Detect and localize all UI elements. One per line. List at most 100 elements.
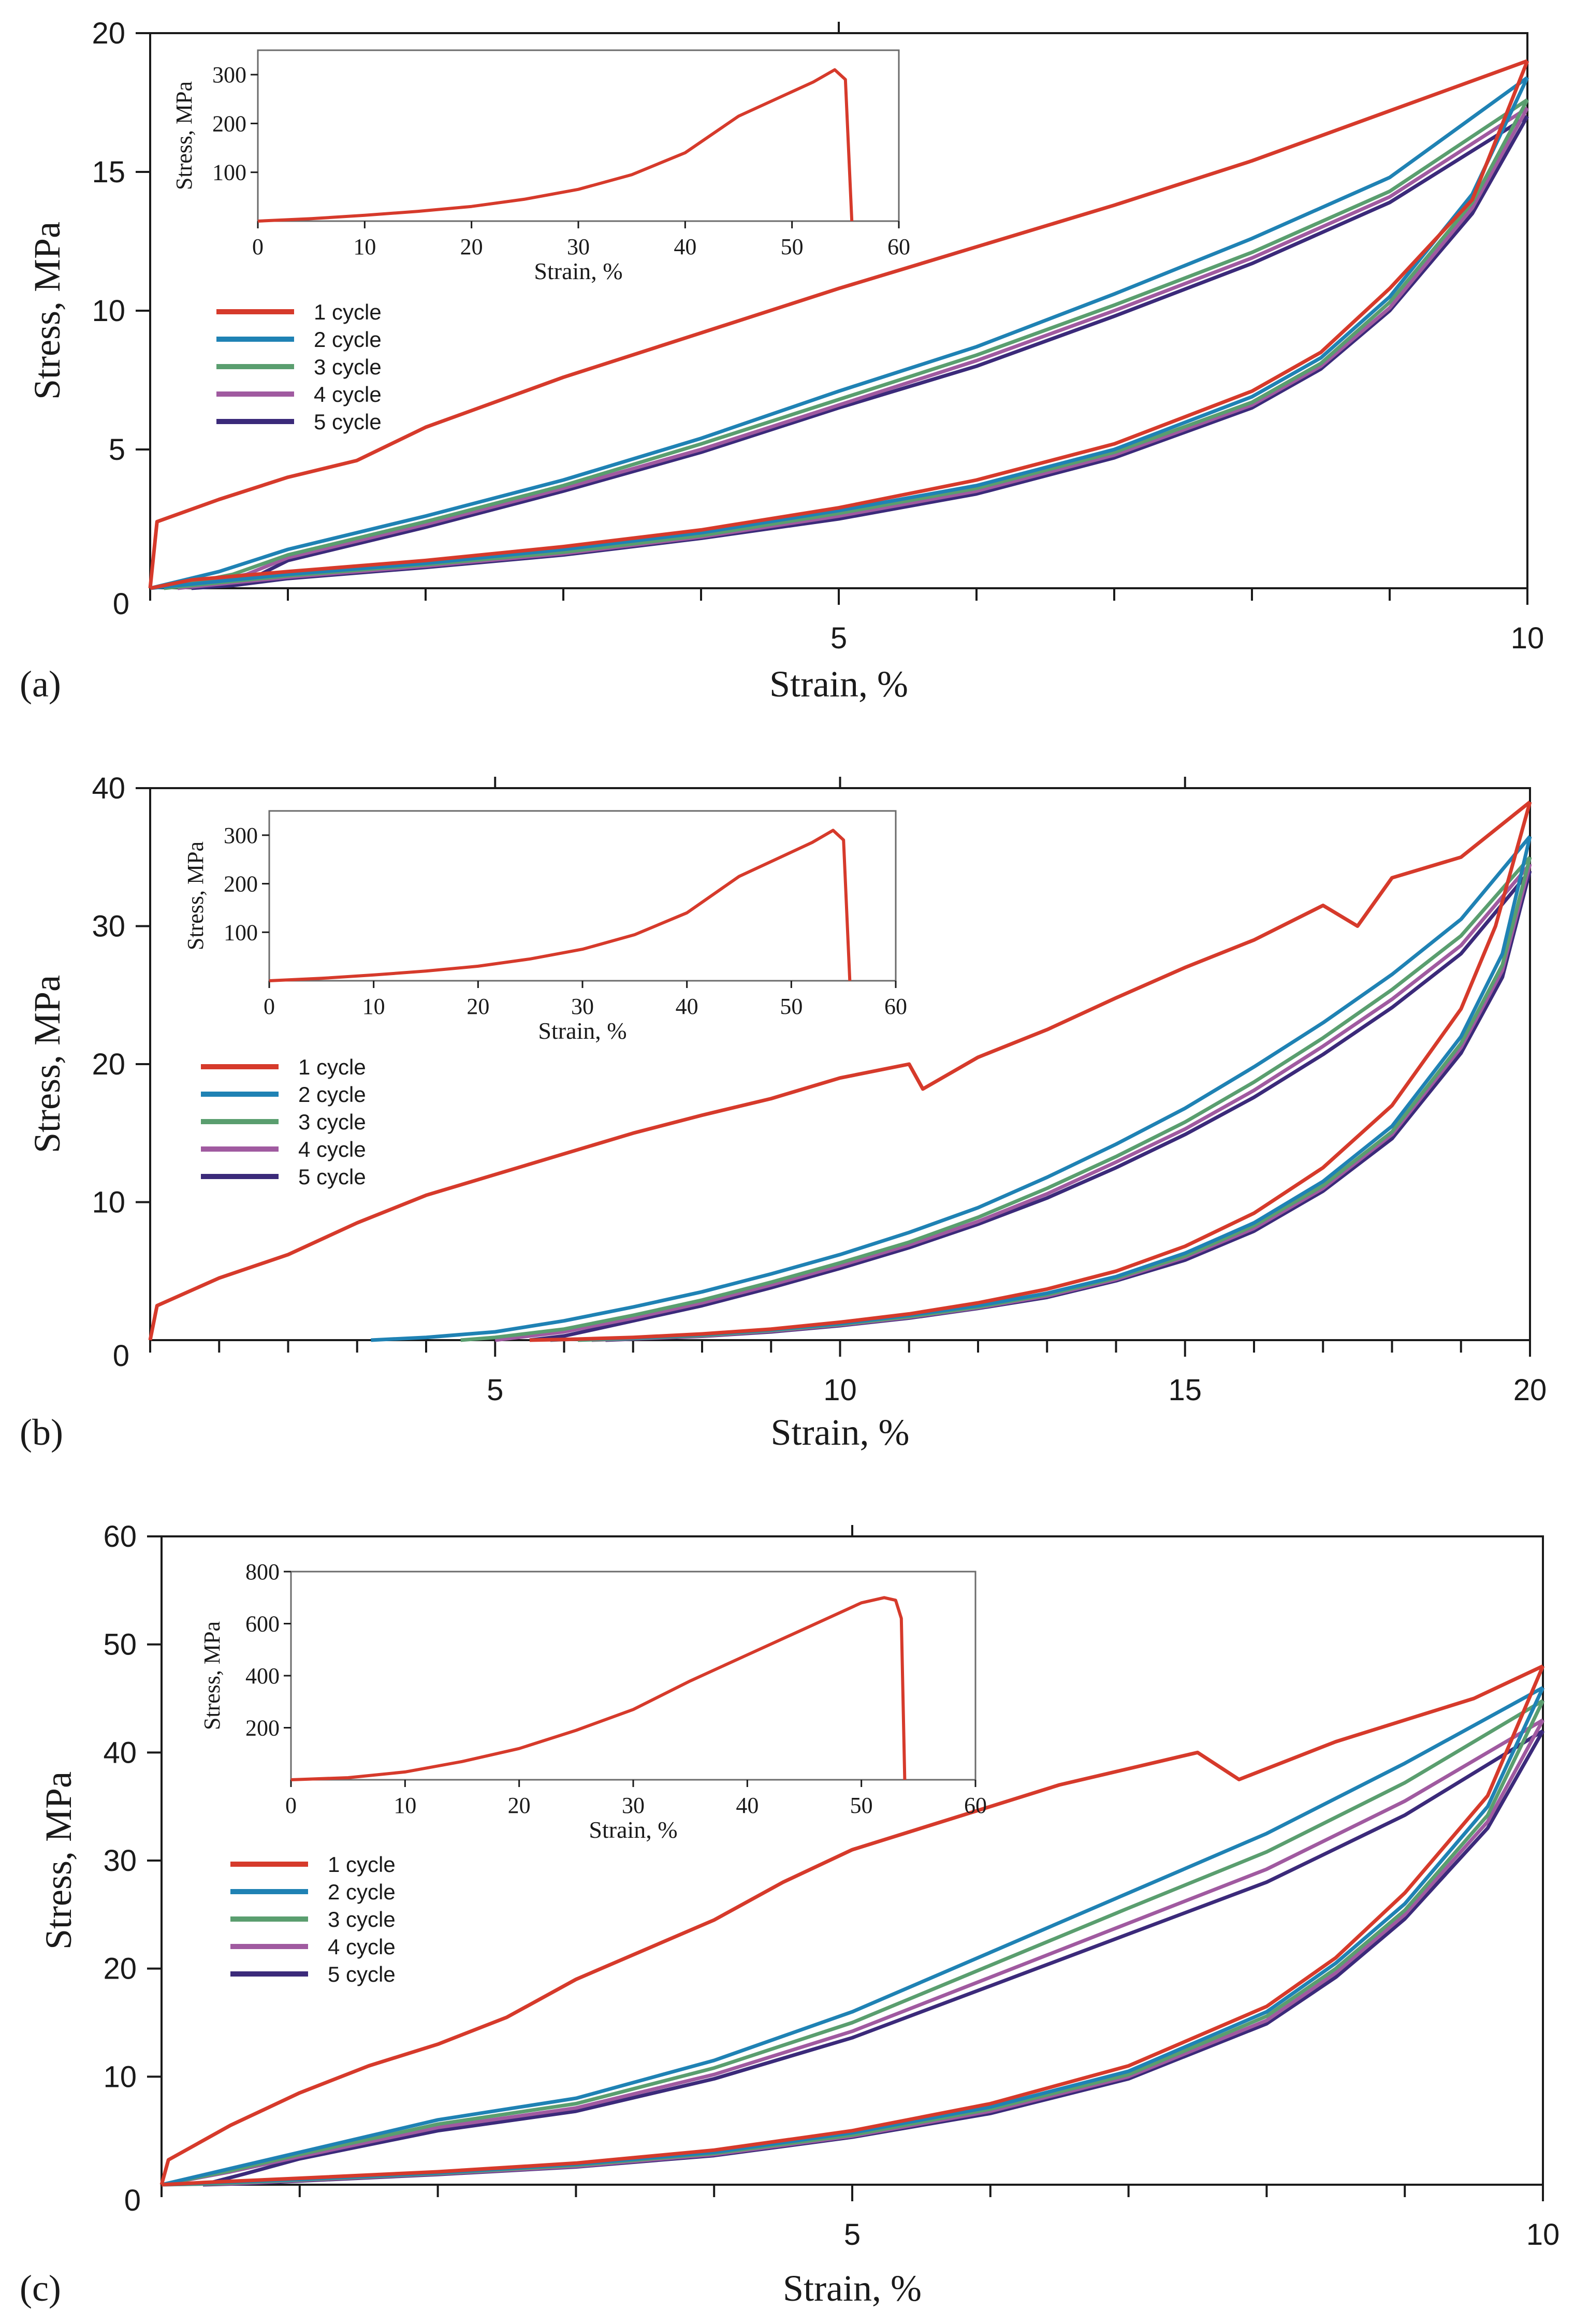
series-line-loading [494,863,1532,1342]
inset-x-tick-label: 0 [252,234,264,259]
x-tick-label: 10 [1511,621,1544,655]
series-line-loading [177,106,1528,590]
legend: 1 cycle 2 cycle 3 cycle 4 cycle 5 cycle [230,1852,396,1986]
x-tick-label: 5 [830,621,847,655]
y-tick-label: 40 [103,1736,137,1769]
y-tick-label: 5 [109,433,125,467]
legend-label: 3 cycle [314,355,382,379]
inset-x-tick-label: 40 [736,1793,759,1818]
inset-y-tick-label: 100 [224,920,258,945]
legend-label: 1 cycle [298,1055,366,1079]
inset-y-tick-label: 200 [212,111,246,136]
inset-y-tick-label: 300 [212,62,246,88]
legend: 1 cycle 2 cycle 3 cycle 4 cycle 5 cycle [216,300,382,434]
inset-chart: 0 10 20 30 40 50 60 100 200 300 Strain, % Stress, M… [183,810,907,1044]
inset-x-tick-label: 30 [571,994,594,1019]
y-tick-label: 0 [124,2184,141,2217]
series-line-loading [163,98,1528,590]
inset-x-tick-label: 10 [362,994,385,1019]
y-tick-label: 0 [113,587,129,621]
y-tick-label: 0 [113,1339,129,1373]
y-tick-label: 20 [92,1048,125,1081]
x-tick-label: 10 [1526,2218,1560,2252]
inset-x-tick-label: 0 [285,1793,297,1818]
y-axis-title: Stress, MPa [38,1771,79,1950]
series-line-loading [161,1699,1544,2187]
y-axis-title: Stress, MPa [26,222,68,400]
inset-x-tick-label: 0 [264,994,275,1019]
series-line-loading [148,59,1528,589]
x-axis-title: Strain, % [771,1412,910,1453]
series-line-loading [202,1729,1544,2187]
inset-x-axis-title: Strain, % [589,1817,677,1843]
panel-label: (b) [20,1412,63,1453]
inset-x-tick-label: 10 [353,234,376,259]
legend-label: 1 cycle [314,300,382,324]
inset-x-tick-label: 10 [394,1793,416,1818]
inset-frame [268,810,897,982]
x-tick-label: 20 [1513,1373,1547,1407]
series-line-loading [148,800,1532,1341]
legend-label: 5 cycle [298,1165,366,1189]
inset-chart: 0 10 20 30 40 50 60 100 200 300 Strain, % Stress, M… [171,49,910,284]
x-tick-label: 5 [487,1373,503,1407]
inset-x-tick-label: 30 [567,234,590,259]
legend-label: 4 cycle [328,1935,396,1959]
inset-x-tick-label: 50 [781,234,804,259]
inset-x-tick-label: 50 [780,994,803,1019]
series-line-loading [371,835,1532,1342]
inset-frame [257,49,900,222]
inset-y-tick-label: 400 [245,1663,280,1689]
inset-x-tick-label: 50 [850,1793,873,1818]
x-axis-title: Strain, % [783,2268,922,2309]
series-line-loading [529,869,1532,1342]
inset-y-axis-title: Stress, MPa [183,841,208,950]
series-line-unloading [150,77,1529,590]
inset-x-tick-label: 20 [460,234,483,259]
inset-y-tick-label: 600 [245,1611,280,1637]
panel-label: (c) [20,2268,61,2309]
series-line-loading [161,1718,1544,2187]
series-line-loading [191,114,1528,590]
inset-chart: 0 10 20 30 40 50 60 200 400 600 800 Strain, % Stress… [199,1559,987,1843]
inset-y-tick-label: 300 [224,823,258,848]
inset-frame [290,1571,977,1781]
y-tick-label: 30 [103,1844,137,1878]
y-tick-label: 50 [103,1628,137,1662]
y-tick-label: 10 [103,2060,137,2094]
panel-label: (a) [20,663,61,705]
inset-y-axis-title: Stress, MPa [199,1621,225,1730]
series-line-loading [161,1686,1544,2187]
series-line-loading [460,855,1532,1342]
y-tick-label: 20 [92,17,125,50]
inset-y-tick-label: 200 [245,1716,280,1741]
inset-series-line [290,1596,907,1781]
inset-x-tick-label: 60 [884,994,907,1019]
inset-y-tick-label: 800 [245,1559,280,1585]
inset-x-axis-title: Strain, % [534,258,622,284]
series-line-loading [159,1664,1544,2185]
legend-label: 4 cycle [314,382,382,406]
inset-x-tick-label: 60 [964,1793,987,1818]
legend-label: 3 cycle [298,1110,366,1134]
legend-label: 5 cycle [314,410,382,434]
legend: 1 cycle 2 cycle 3 cycle 4 cycle 5 cycle [201,1055,366,1189]
x-tick-label: 5 [844,2218,861,2252]
inset-series-line [257,68,854,223]
panel-c: 5 10 0 10 20 30 40 50 60 Strain, % Stress, MPa (c) 1… [20,1520,1560,2309]
legend-label: 2 cycle [314,327,382,352]
inset-x-tick-label: 40 [674,234,696,259]
inset-x-tick-label: 60 [887,234,910,259]
x-axis-title: Strain, % [769,663,908,705]
y-tick-label: 10 [92,294,125,328]
series-line-loading [150,76,1529,590]
inset-x-axis-title: Strain, % [538,1018,626,1044]
inset-x-tick-label: 20 [508,1793,531,1818]
inset-x-tick-label: 20 [467,994,489,1019]
inset-x-tick-label: 40 [676,994,698,1019]
inset-x-tick-label: 30 [622,1793,645,1818]
x-tick-label: 15 [1168,1373,1202,1407]
series-line-unloading [161,1665,1545,2187]
